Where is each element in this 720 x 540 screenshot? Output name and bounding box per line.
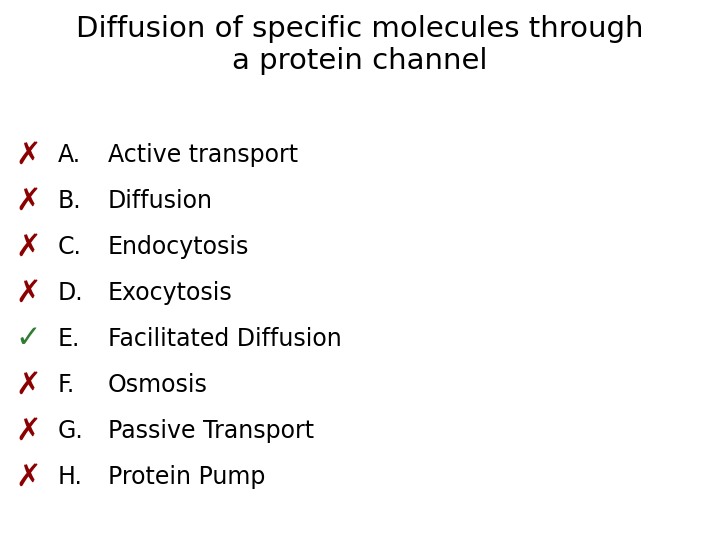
Text: Facilitated Diffusion: Facilitated Diffusion <box>108 327 342 351</box>
Text: C.: C. <box>58 235 82 259</box>
Text: Endocytosis: Endocytosis <box>108 235 249 259</box>
Text: Osmosis: Osmosis <box>108 373 208 397</box>
Text: ✓: ✓ <box>15 325 41 354</box>
Text: A.: A. <box>58 143 81 167</box>
Text: ✗: ✗ <box>15 416 41 446</box>
Text: F.: F. <box>58 373 76 397</box>
Text: ✗: ✗ <box>15 186 41 215</box>
Text: Diffusion: Diffusion <box>108 189 213 213</box>
Text: Active transport: Active transport <box>108 143 298 167</box>
Text: Passive Transport: Passive Transport <box>108 419 314 443</box>
Text: ✗: ✗ <box>15 370 41 400</box>
Text: G.: G. <box>58 419 84 443</box>
Text: ✗: ✗ <box>15 462 41 491</box>
Text: H.: H. <box>58 465 83 489</box>
Text: E.: E. <box>58 327 81 351</box>
Text: Diffusion of specific molecules through
a protein channel: Diffusion of specific molecules through … <box>76 15 644 76</box>
Text: ✗: ✗ <box>15 279 41 307</box>
Text: ✗: ✗ <box>15 233 41 261</box>
Text: B.: B. <box>58 189 81 213</box>
Text: ✗: ✗ <box>15 140 41 170</box>
Text: Exocytosis: Exocytosis <box>108 281 233 305</box>
Text: D.: D. <box>58 281 84 305</box>
Text: Protein Pump: Protein Pump <box>108 465 266 489</box>
